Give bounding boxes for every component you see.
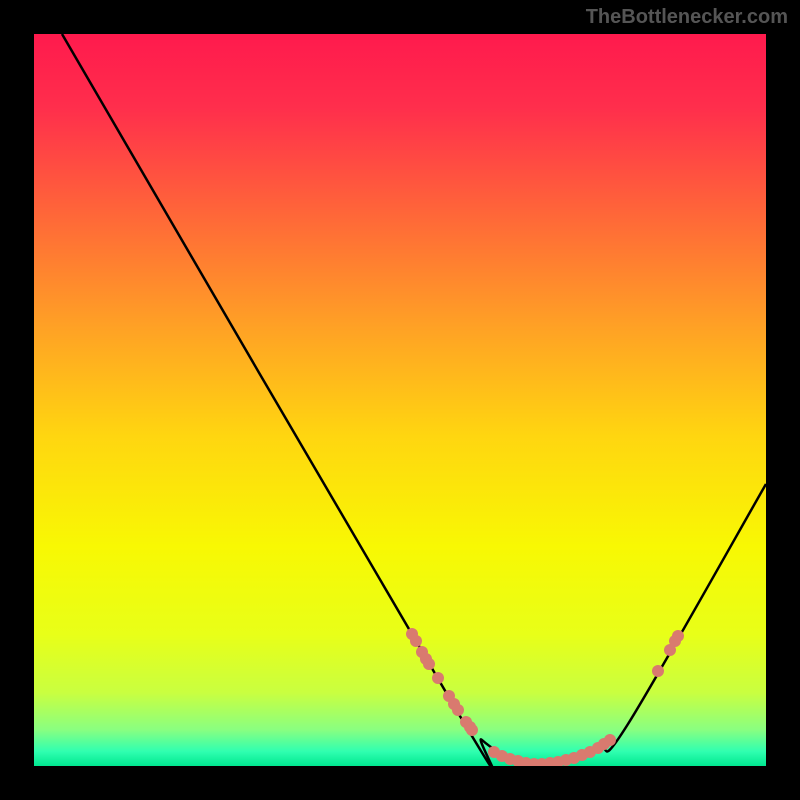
data-marker (604, 734, 616, 746)
curve-layer (34, 34, 766, 766)
data-marker (452, 704, 464, 716)
data-marker (652, 665, 664, 677)
plot-area (34, 34, 766, 766)
data-marker (410, 635, 422, 647)
watermark-text: TheBottlenecker.com (586, 6, 788, 29)
data-marker (432, 672, 444, 684)
data-marker (423, 658, 435, 670)
data-marker (466, 724, 478, 736)
markers-group (406, 628, 684, 766)
data-marker (672, 630, 684, 642)
v-curve (62, 34, 766, 766)
